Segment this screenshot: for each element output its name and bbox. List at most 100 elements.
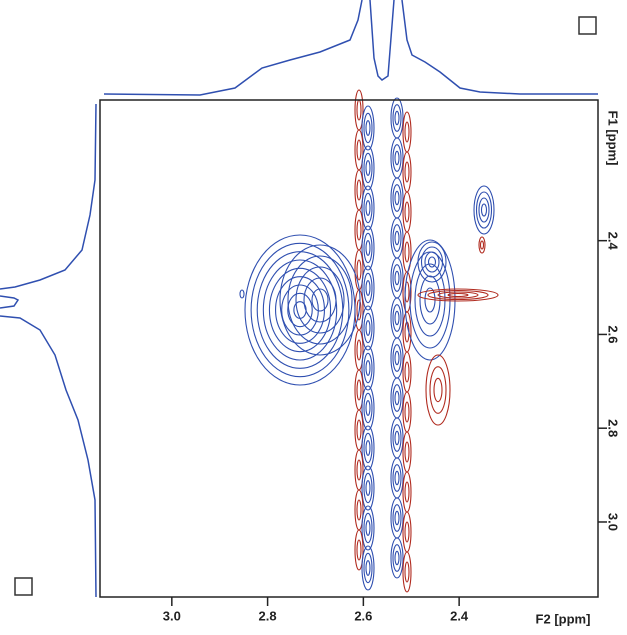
contour <box>311 288 329 312</box>
contour <box>392 184 402 212</box>
contour <box>279 244 361 356</box>
contour <box>404 521 410 543</box>
contour <box>425 354 451 426</box>
y-axis-label: F1 [ppm] <box>606 111 621 166</box>
corner-box <box>14 577 33 596</box>
contour <box>404 161 410 183</box>
y-tick-label: 3.0 <box>606 513 621 531</box>
x-tick-label: 3.0 <box>163 608 181 623</box>
contour <box>427 256 437 268</box>
contour <box>244 234 356 386</box>
contour <box>420 246 444 278</box>
contour <box>394 510 400 526</box>
contour <box>404 401 410 423</box>
contour <box>447 292 469 298</box>
contour <box>394 430 400 446</box>
contour <box>363 432 373 464</box>
contour <box>365 560 371 576</box>
y-tick-label: 2.6 <box>606 325 621 343</box>
contour <box>356 139 362 161</box>
contour <box>480 203 488 217</box>
contour <box>356 339 362 361</box>
contour <box>402 391 412 433</box>
contour <box>363 152 373 184</box>
contour <box>365 480 371 496</box>
contour <box>361 105 375 151</box>
contours <box>239 89 499 593</box>
contour <box>361 425 375 471</box>
contour <box>404 361 410 383</box>
contour <box>363 392 373 424</box>
contour <box>354 529 364 571</box>
contour <box>361 225 375 271</box>
contour <box>394 150 400 166</box>
contour <box>402 551 412 593</box>
contour <box>404 561 410 583</box>
contour <box>356 259 362 281</box>
contour <box>392 104 402 132</box>
contour <box>392 344 402 372</box>
contour <box>433 377 443 403</box>
contour <box>424 251 440 273</box>
contour <box>429 366 447 414</box>
contour <box>427 289 489 301</box>
contour <box>392 304 402 332</box>
contour <box>365 160 371 176</box>
contour <box>365 240 371 256</box>
y-tick-label: 2.8 <box>606 419 621 437</box>
y-tick-label: 2.4 <box>606 232 621 251</box>
contour <box>394 470 400 486</box>
contour <box>392 144 402 172</box>
contour <box>402 151 412 193</box>
contour <box>392 504 402 532</box>
contour <box>404 481 410 503</box>
contour <box>361 505 375 551</box>
contour <box>363 312 373 344</box>
contour <box>268 267 332 353</box>
contour <box>365 360 371 376</box>
contour <box>356 179 362 201</box>
contour <box>250 242 350 378</box>
corner-box <box>578 16 597 35</box>
contour <box>363 352 373 384</box>
contour <box>363 192 373 224</box>
contour <box>361 545 375 591</box>
contour <box>392 384 402 412</box>
contour <box>239 289 245 299</box>
contour <box>390 537 404 579</box>
contour <box>356 379 362 401</box>
contour <box>365 520 371 536</box>
contour <box>365 400 371 416</box>
contour <box>392 544 402 572</box>
contour <box>262 259 338 361</box>
contour <box>402 191 412 233</box>
contour <box>402 511 412 553</box>
contour <box>363 552 373 584</box>
contour <box>402 311 412 353</box>
contour <box>392 424 402 452</box>
contour <box>361 385 375 431</box>
contour <box>275 276 325 344</box>
contour <box>402 351 412 393</box>
contour <box>287 255 353 345</box>
contour <box>356 419 362 441</box>
contour <box>356 539 362 561</box>
contour <box>303 277 337 323</box>
contour <box>478 236 486 254</box>
contour <box>402 111 412 153</box>
contour <box>361 465 375 511</box>
contour <box>365 440 371 456</box>
contour <box>361 185 375 231</box>
contour <box>394 110 400 126</box>
contour <box>394 390 400 406</box>
contour <box>392 224 402 252</box>
contour <box>404 441 410 463</box>
contour <box>392 264 402 292</box>
contour <box>473 185 495 235</box>
contour <box>437 291 479 299</box>
x-tick-label: 2.8 <box>259 608 277 623</box>
contour <box>394 350 400 366</box>
contour <box>365 280 371 296</box>
contour <box>417 241 447 283</box>
contour <box>365 200 371 216</box>
